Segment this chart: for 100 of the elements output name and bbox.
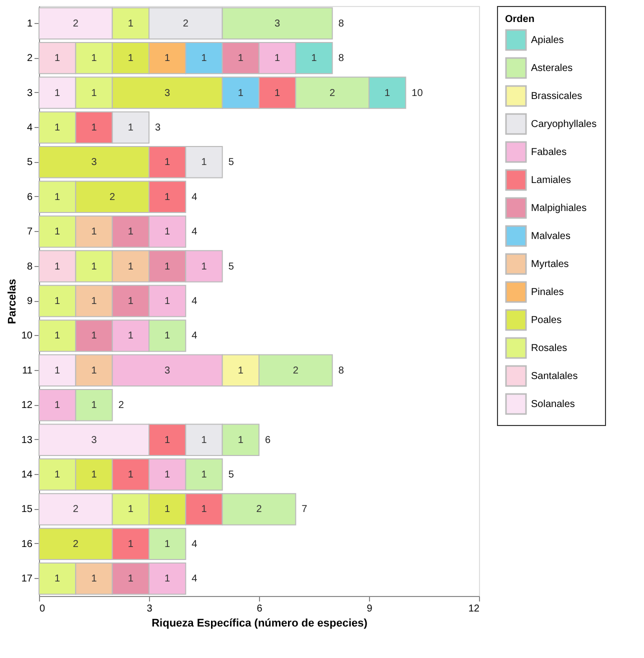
data-label: 1 bbox=[128, 53, 134, 64]
data-label: 1 bbox=[54, 365, 61, 376]
data-label: 1 bbox=[128, 18, 134, 30]
legend-label: Malpighiales bbox=[531, 203, 587, 214]
data-label: 1 bbox=[128, 470, 134, 481]
legend-title: Orden bbox=[505, 14, 534, 25]
data-label: 3 bbox=[164, 365, 171, 376]
data-label: 1 bbox=[274, 88, 281, 99]
x-tick-label: 9 bbox=[366, 604, 373, 614]
y-axis-title: Parcelas bbox=[6, 278, 18, 324]
data-label: 1 bbox=[164, 296, 171, 307]
data-label: 2 bbox=[330, 88, 336, 99]
legend-label: Rosales bbox=[531, 343, 568, 354]
data-label: 1 bbox=[54, 226, 61, 238]
y-tick-label: 2 bbox=[26, 53, 33, 64]
data-label: 1 bbox=[91, 470, 98, 481]
legend-label: Santalales bbox=[531, 371, 578, 382]
data-label: 1 bbox=[54, 296, 61, 307]
data-label: 2 bbox=[110, 192, 116, 203]
data-label: 1 bbox=[164, 192, 171, 203]
total-label: 10 bbox=[412, 88, 424, 99]
data-label: 1 bbox=[91, 296, 98, 307]
data-label: 1 bbox=[54, 261, 61, 272]
x-tick-label: 12 bbox=[468, 604, 480, 614]
data-label: 2 bbox=[72, 538, 79, 550]
data-label: 1 bbox=[91, 261, 98, 272]
data-label: 2 bbox=[182, 18, 189, 30]
total-label: 4 bbox=[192, 330, 198, 342]
x-tick-label: 3 bbox=[146, 604, 153, 614]
data-label: 2 bbox=[72, 504, 79, 516]
total-label: 8 bbox=[338, 18, 344, 30]
total-label: 4 bbox=[192, 296, 198, 307]
total-label: 8 bbox=[338, 53, 344, 64]
data-label: 1 bbox=[238, 434, 244, 446]
data-label: 1 bbox=[91, 400, 98, 412]
data-label: 1 bbox=[128, 226, 134, 238]
y-tick-label: 4 bbox=[26, 122, 33, 134]
y-tick-label: 3 bbox=[26, 88, 33, 99]
total-label: 4 bbox=[192, 574, 198, 585]
data-label: 1 bbox=[201, 157, 208, 168]
legend-label: Fabales bbox=[531, 147, 567, 158]
data-label: 1 bbox=[128, 296, 134, 307]
total-label: 5 bbox=[228, 261, 234, 272]
data-label: 1 bbox=[91, 574, 98, 585]
total-label: 3 bbox=[155, 122, 161, 134]
y-tick-label: 7 bbox=[26, 226, 33, 238]
y-tick-label: 6 bbox=[26, 192, 33, 203]
data-label: 3 bbox=[164, 88, 171, 99]
y-tick-label: 1 bbox=[26, 18, 33, 30]
y-tick-label: 13 bbox=[21, 434, 33, 446]
total-label: 4 bbox=[192, 226, 198, 238]
data-label: 1 bbox=[128, 261, 134, 272]
data-label: 1 bbox=[274, 53, 281, 64]
data-label: 1 bbox=[54, 53, 61, 64]
data-label: 1 bbox=[91, 226, 98, 238]
y-tick-label: 12 bbox=[21, 400, 33, 412]
data-label: 1 bbox=[54, 330, 61, 342]
data-label: 1 bbox=[164, 226, 171, 238]
legend-label: Apiales bbox=[531, 35, 564, 46]
x-tick-label: 0 bbox=[40, 604, 46, 614]
y-tick-label: 16 bbox=[21, 538, 33, 550]
y-tick-label: 11 bbox=[22, 365, 33, 376]
data-label: 3 bbox=[91, 157, 98, 168]
total-label: 4 bbox=[192, 192, 198, 203]
data-label: 1 bbox=[128, 538, 134, 550]
data-label: 1 bbox=[91, 88, 98, 99]
data-label: 1 bbox=[128, 504, 134, 516]
data-label: 1 bbox=[91, 122, 98, 134]
x-tick-label: 6 bbox=[256, 604, 263, 614]
data-label: 1 bbox=[54, 122, 61, 134]
data-label: 1 bbox=[164, 504, 171, 516]
y-tick-label: 8 bbox=[26, 261, 33, 272]
legend-label: Lamiales bbox=[531, 175, 572, 186]
data-label: 3 bbox=[91, 434, 98, 446]
data-label: 1 bbox=[164, 434, 171, 446]
legend-label: Brassicales bbox=[531, 91, 582, 102]
data-label: 1 bbox=[128, 574, 134, 585]
data-label: 1 bbox=[238, 365, 244, 376]
data-label: 3 bbox=[274, 18, 281, 30]
data-label: 1 bbox=[201, 470, 208, 481]
data-label: 2 bbox=[256, 504, 262, 516]
data-label: 1 bbox=[384, 88, 391, 99]
legend-label: Poales bbox=[531, 315, 562, 326]
total-label: 2 bbox=[118, 400, 124, 412]
total-label: 4 bbox=[192, 538, 198, 550]
data-label: 1 bbox=[238, 53, 244, 64]
legend-label: Malvales bbox=[531, 231, 570, 242]
legend-label: Caryophyllales bbox=[531, 119, 597, 130]
data-label: 1 bbox=[164, 157, 171, 168]
legend-label: Asterales bbox=[531, 63, 573, 74]
legend-label: Solanales bbox=[531, 399, 575, 410]
data-label: 1 bbox=[91, 53, 98, 64]
total-label: 7 bbox=[302, 504, 308, 516]
data-label: 1 bbox=[201, 53, 208, 64]
y-tick-label: 5 bbox=[26, 157, 33, 168]
data-label: 1 bbox=[201, 261, 208, 272]
data-label: 1 bbox=[164, 470, 171, 481]
data-label: 1 bbox=[164, 574, 171, 585]
y-tick-label: 15 bbox=[21, 504, 33, 516]
data-label: 1 bbox=[311, 53, 318, 64]
